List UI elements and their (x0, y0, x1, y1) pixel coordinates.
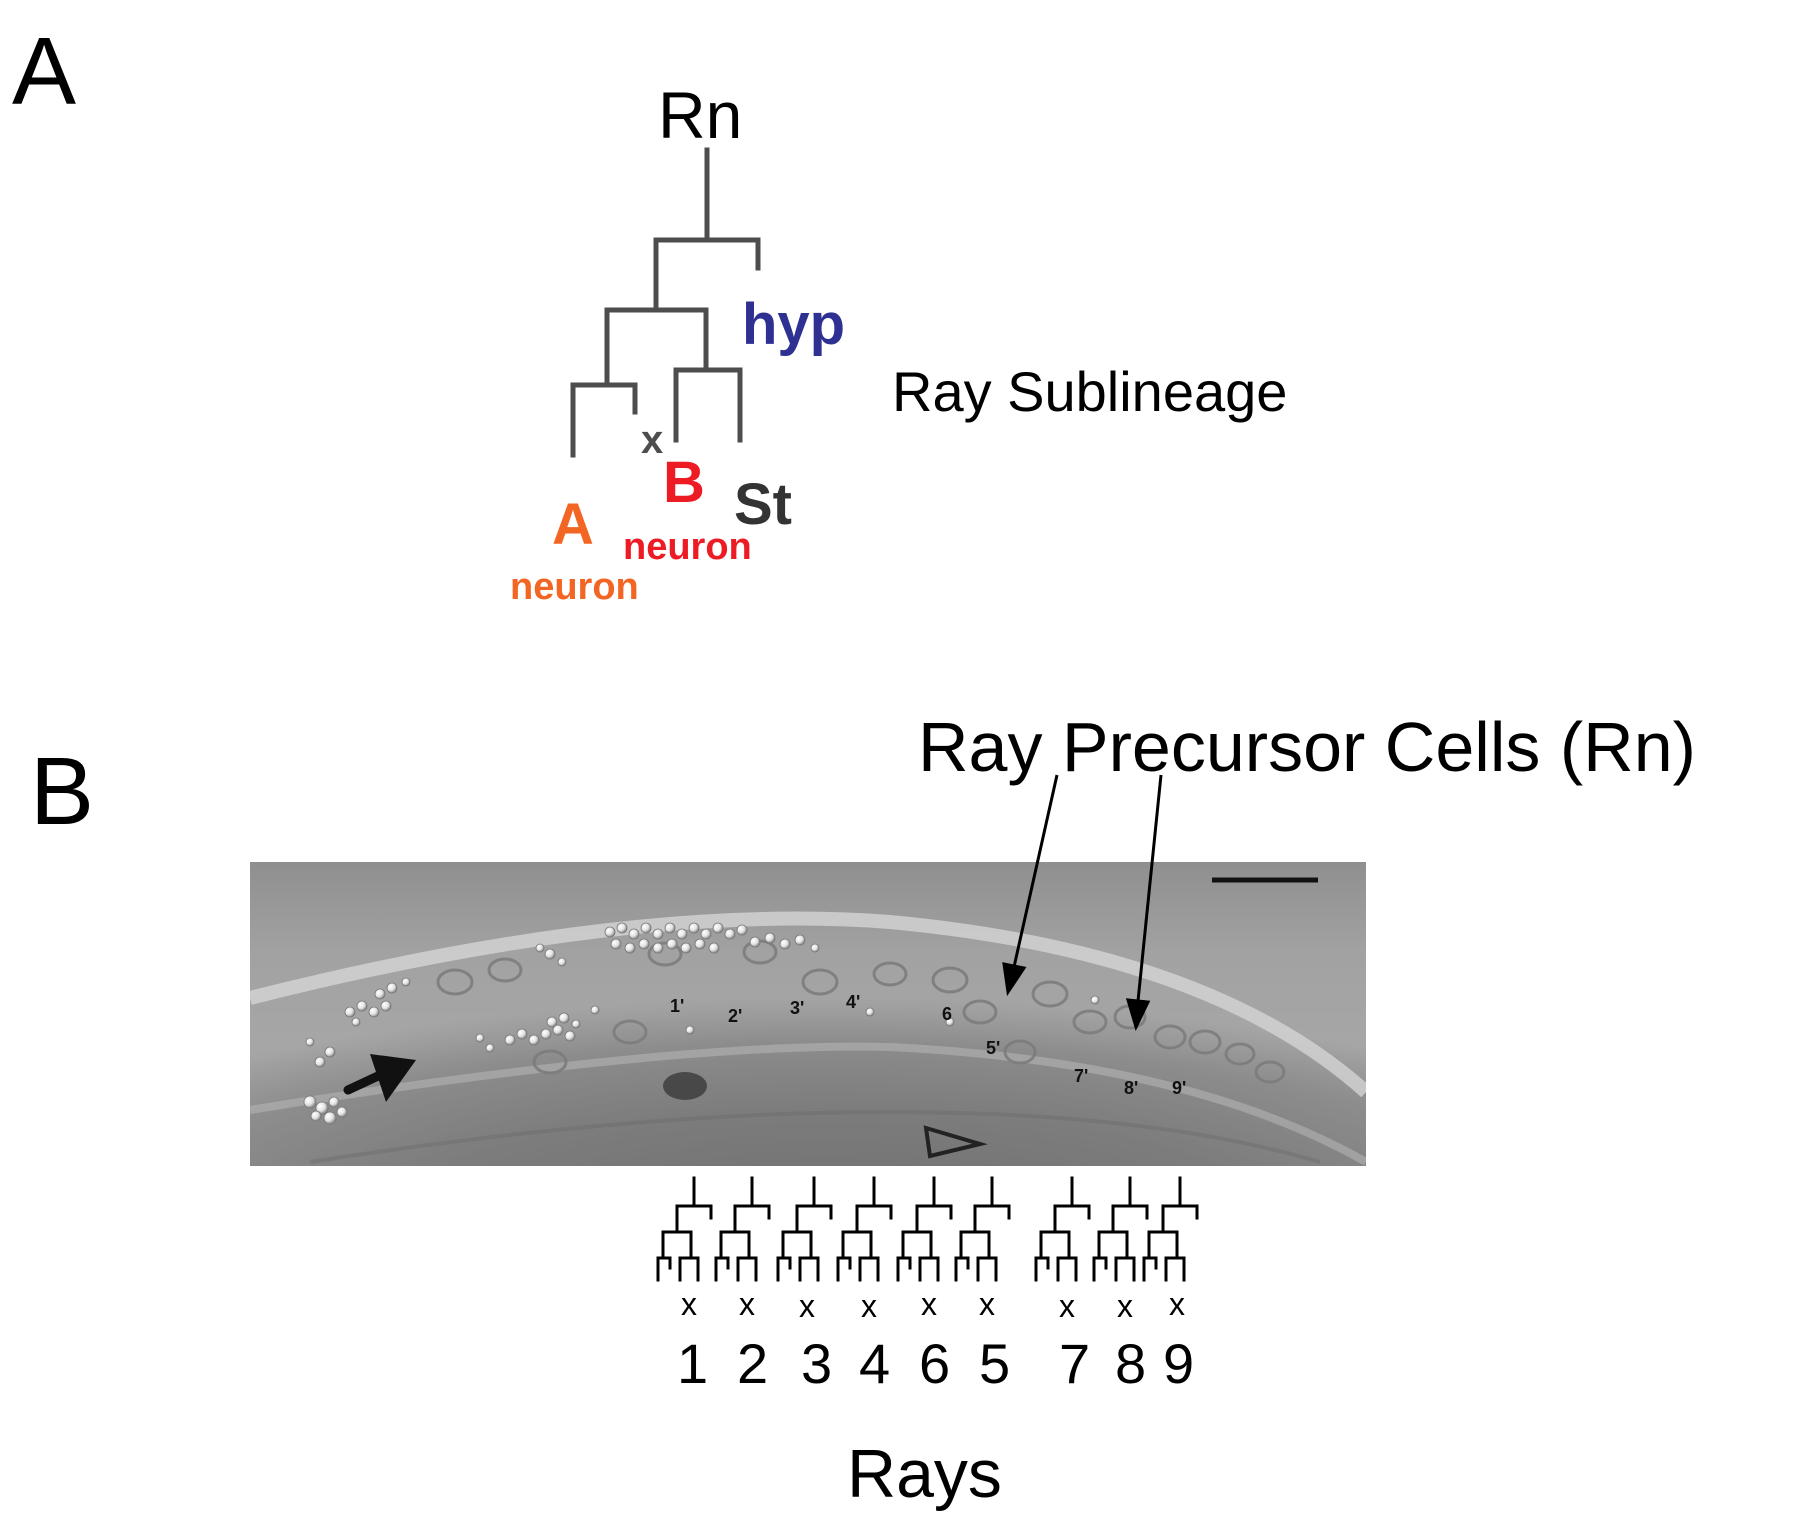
ray-number: 9 (1163, 1332, 1195, 1395)
ray-number: 1 (677, 1332, 709, 1395)
ray-number: 3 (801, 1332, 833, 1395)
ray-number: 2 (737, 1332, 769, 1395)
cell-st-label: St (734, 472, 792, 537)
micrograph-label: 1' (670, 996, 684, 1016)
ray-number: 5 (979, 1332, 1011, 1395)
micrograph-label: 9' (1172, 1078, 1186, 1098)
ray-number: 8 (1115, 1332, 1147, 1395)
micrograph-label: 2' (728, 1006, 742, 1026)
micrograph-label: 8' (1124, 1078, 1138, 1098)
tree-death-mark: x (681, 1286, 697, 1322)
triangle-icon (923, 1125, 988, 1159)
micrograph-label: 4' (846, 992, 860, 1012)
micrograph-label: 5' (986, 1038, 1000, 1058)
tree-death-mark: x (799, 1288, 815, 1324)
tree-death-mark: x (1169, 1286, 1185, 1322)
ray-number: 4 (859, 1332, 891, 1395)
tree-death-mark: x (861, 1288, 877, 1324)
tree-death-mark: x (1059, 1288, 1075, 1324)
mini-lineage-tree (1092, 1176, 1149, 1282)
micrograph-label: 3' (790, 998, 804, 1018)
mini-lineage-tree (896, 1176, 953, 1282)
cell-a-type: neuron (510, 566, 639, 608)
cell-b-label: B (663, 450, 705, 515)
ray-lineage-trees (656, 1176, 1199, 1282)
micrograph: 1' 2' 3' 4' 6 5' 7' 8' 9' (250, 862, 1366, 1166)
tree-death-mark: x (921, 1286, 937, 1322)
mini-lineage-tree (1142, 1176, 1199, 1282)
mini-lineage-tree (776, 1176, 833, 1282)
cell-b-type: neuron (623, 526, 752, 568)
rays-axis-label: Rays (847, 1436, 1002, 1512)
death-mark: x (641, 418, 664, 462)
mini-lineage-tree (1034, 1176, 1091, 1282)
tree-death-mark: x (1117, 1288, 1133, 1324)
cell-a-label: A (552, 492, 594, 557)
panel-b-letter: B (30, 738, 95, 845)
root-label-rn: Rn (658, 78, 743, 152)
mini-lineage-tree (714, 1176, 771, 1282)
micrograph-label: 7' (1074, 1066, 1088, 1086)
mini-lineage-tree (656, 1176, 713, 1282)
panel-a-letter: A (12, 18, 77, 125)
precursor-callout: Ray Precursor Cells (Rn) (918, 708, 1696, 786)
sublineage-caption: Ray Sublineage (892, 360, 1288, 423)
ray-number: 6 (919, 1332, 951, 1395)
tree-death-mark: x (979, 1286, 995, 1322)
micrograph-label: 6 (942, 1004, 952, 1024)
mini-lineage-tree (836, 1176, 893, 1282)
ray-number: 7 (1059, 1332, 1091, 1395)
mini-lineage-tree (954, 1176, 1011, 1282)
tree-death-mark: x (739, 1286, 755, 1322)
arrow-icon (343, 1054, 416, 1102)
hyp-label: hyp (742, 292, 846, 357)
